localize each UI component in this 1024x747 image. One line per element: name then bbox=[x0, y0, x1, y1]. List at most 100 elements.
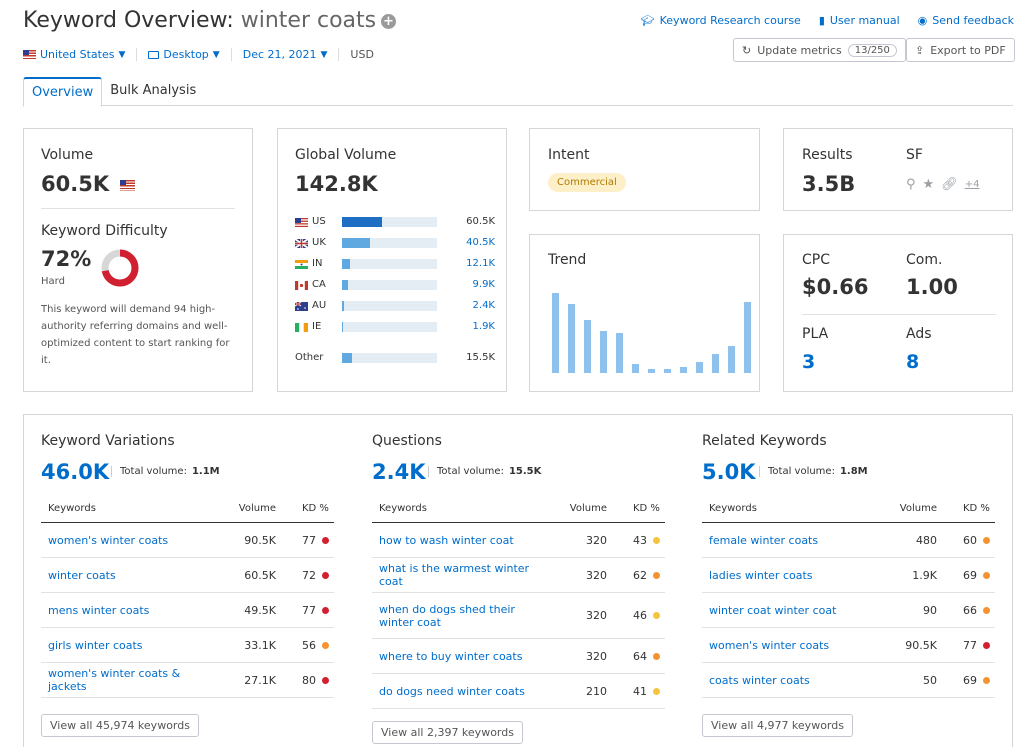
keywords-header: Keywords bbox=[709, 502, 757, 514]
variations-table: Keywords Volume KD % women's winter coat… bbox=[41, 494, 334, 698]
kd-dot bbox=[983, 606, 990, 614]
keyword-link[interactable]: coats winter coats bbox=[709, 673, 810, 687]
keyword-link[interactable]: mens winter coats bbox=[48, 603, 150, 617]
kd-dot bbox=[983, 536, 990, 544]
keyword-link[interactable]: women's winter coats & jackets bbox=[48, 667, 181, 693]
country-bar-track bbox=[342, 353, 437, 363]
page-title-prefix: Keyword Overview: bbox=[23, 8, 234, 33]
kd-dot bbox=[322, 641, 329, 649]
user-manual-label: User manual bbox=[829, 14, 900, 27]
keyword-kd: 66 bbox=[945, 604, 995, 617]
keyword-link[interactable]: ladies winter coats bbox=[709, 568, 813, 582]
country-row-other: Other 15.5K bbox=[295, 351, 495, 367]
volume-header[interactable]: Volume bbox=[238, 502, 276, 514]
table-header: Keywords Volume KD % bbox=[702, 494, 995, 523]
trend-bar bbox=[648, 369, 655, 373]
kd-header[interactable]: KD % bbox=[633, 502, 660, 514]
us-flag-icon bbox=[295, 218, 308, 227]
related-view-all-button[interactable]: View all 4,977 keywords bbox=[702, 714, 853, 737]
keyword-link[interactable]: girls winter coats bbox=[48, 638, 143, 652]
questions-count[interactable]: 2.4K bbox=[372, 460, 426, 484]
tab-overview[interactable]: Overview bbox=[23, 77, 103, 107]
keyword-link[interactable]: how to wash winter coat bbox=[379, 533, 514, 547]
country-volume[interactable]: 12.1K bbox=[466, 258, 495, 269]
trend-bar bbox=[744, 301, 751, 373]
keyword-kd: 72 bbox=[284, 569, 334, 582]
kd-header[interactable]: KD % bbox=[963, 502, 990, 514]
kd-value: 64 bbox=[633, 649, 647, 663]
export-pdf-label: Export to PDF bbox=[930, 43, 1006, 57]
country-volume[interactable]: 40.5K bbox=[466, 237, 495, 248]
country-volume[interactable]: 2.4K bbox=[472, 300, 495, 311]
questions-total-label: Total volume: bbox=[437, 466, 504, 477]
keyword-link[interactable]: what is the warmest winter coat bbox=[379, 562, 530, 588]
kd-header[interactable]: KD % bbox=[302, 502, 329, 514]
currency-label: USD bbox=[350, 48, 374, 61]
trend-card: Trend bbox=[529, 234, 760, 392]
country-volume[interactable]: 9.9K bbox=[472, 279, 495, 290]
keyword-link[interactable]: do dogs need winter coats bbox=[379, 684, 525, 698]
chevron-down-icon: ▼ bbox=[320, 49, 328, 60]
add-keyword-icon[interactable]: + bbox=[381, 14, 396, 29]
sf-more[interactable]: +4 bbox=[964, 179, 980, 190]
sf-label: SF bbox=[906, 147, 923, 163]
keywords-header: Keywords bbox=[48, 502, 96, 514]
table-row: do dogs need winter coats 210 41 bbox=[372, 674, 665, 709]
keyword-link[interactable]: winter coats bbox=[48, 568, 116, 582]
keyword-volume: 320 bbox=[586, 533, 607, 547]
keyword-link[interactable]: winter coat winter coat bbox=[709, 603, 837, 617]
location-pin-icon[interactable]: ⚲ bbox=[906, 177, 916, 192]
keyword-volume: 33.1K bbox=[244, 638, 276, 652]
country-volume[interactable]: 1.9K bbox=[472, 321, 495, 332]
volume-card: Volume 60.5K Keyword Difficulty 72% Hard… bbox=[23, 128, 253, 392]
volume-header[interactable]: Volume bbox=[899, 502, 937, 514]
trend-bar bbox=[696, 361, 703, 373]
keyword-link[interactable]: female winter coats bbox=[709, 533, 819, 547]
country-selector[interactable]: United States ▼ bbox=[23, 48, 138, 61]
volume-header[interactable]: Volume bbox=[569, 502, 607, 514]
pla-value[interactable]: 3 bbox=[802, 351, 816, 373]
keyword-volume: 60.5K bbox=[244, 568, 276, 582]
device-selector[interactable]: Desktop ▼ bbox=[148, 48, 232, 61]
india-flag-icon bbox=[295, 260, 308, 269]
country-bar-track bbox=[342, 259, 437, 269]
keyword-link[interactable]: when do dogs shed their winter coat bbox=[379, 602, 515, 629]
country-row-us: US 60.5K bbox=[295, 215, 495, 231]
variations-count[interactable]: 46.0K bbox=[41, 460, 110, 484]
star-icon[interactable]: ★ bbox=[922, 177, 935, 192]
link-icon[interactable]: 🔗︎ bbox=[941, 177, 958, 192]
speech-bubble-icon: ◉ bbox=[917, 14, 928, 27]
questions-total: Total volume: 15.5K bbox=[428, 466, 541, 477]
intent-badge: Commercial bbox=[548, 173, 626, 192]
country-code: CA bbox=[312, 279, 326, 290]
export-pdf-button[interactable]: ⇪ Export to PDF bbox=[906, 38, 1015, 62]
kd-value: 60 bbox=[963, 533, 977, 547]
country-bar-track bbox=[342, 301, 437, 311]
user-manual-link[interactable]: ▮ User manual bbox=[819, 14, 900, 27]
ads-value[interactable]: 8 bbox=[906, 351, 920, 373]
global-volume-value: 142.8K bbox=[295, 172, 378, 196]
questions-view-all-button[interactable]: View all 2,397 keywords bbox=[372, 721, 523, 744]
kd-value: 77 bbox=[302, 603, 316, 617]
divider bbox=[41, 208, 235, 209]
tab-bar: Overview Bulk Analysis bbox=[23, 77, 1013, 107]
tab-bulk-analysis[interactable]: Bulk Analysis bbox=[110, 83, 197, 98]
table-row: ladies winter coats 1.9K 69 bbox=[702, 558, 995, 593]
keyword-research-course-link[interactable]: 🎓︎ Keyword Research course bbox=[641, 14, 801, 27]
variations-view-all-button[interactable]: View all 45,974 keywords bbox=[41, 714, 199, 737]
update-metrics-button[interactable]: ↻ Update metrics 13/250 bbox=[733, 38, 906, 62]
keyword-volume: 210 bbox=[586, 684, 607, 698]
related-count[interactable]: 5.0K bbox=[702, 460, 756, 484]
keyword-difficulty-description: This keyword will demand 94 high-authori… bbox=[41, 304, 230, 366]
country-row-ie: IE 1.9K bbox=[295, 320, 495, 336]
device-label: Desktop bbox=[163, 48, 209, 61]
kd-dot bbox=[322, 536, 329, 544]
send-feedback-link[interactable]: ◉ Send feedback bbox=[918, 14, 1014, 27]
kd-dot bbox=[653, 687, 660, 695]
keyword-volume: 320 bbox=[586, 649, 607, 663]
keyword-link[interactable]: women's winter coats bbox=[48, 533, 169, 547]
keyword-link[interactable]: women's winter coats bbox=[709, 638, 830, 652]
country-bar-fill bbox=[342, 353, 353, 363]
keyword-link[interactable]: where to buy winter coats bbox=[379, 649, 523, 663]
date-selector[interactable]: Dec 21, 2021 ▼ bbox=[243, 48, 340, 61]
